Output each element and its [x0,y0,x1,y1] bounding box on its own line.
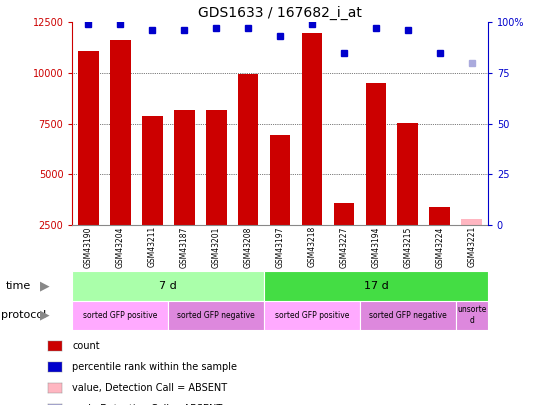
Bar [174,110,195,225]
Text: sorted GFP positive: sorted GFP positive [275,311,349,320]
Bar [333,202,354,225]
Bar [360,301,456,330]
Text: value, Detection Call = ABSENT: value, Detection Call = ABSENT [72,383,227,393]
Bar [238,74,258,225]
Text: rank, Detection Call = ABSENT: rank, Detection Call = ABSENT [72,404,222,405]
Text: percentile rank within the sample: percentile rank within the sample [72,362,237,372]
Bar [456,301,488,330]
Text: protocol: protocol [1,310,46,320]
Text: sorted GFP negative: sorted GFP negative [177,311,255,320]
Text: 7 d: 7 d [159,281,177,291]
Bar [264,271,488,301]
Bar [366,83,386,225]
Text: count: count [72,341,100,351]
Bar [142,117,162,225]
Title: GDS1633 / 167682_i_at: GDS1633 / 167682_i_at [198,6,362,20]
Text: sorted GFP positive: sorted GFP positive [83,311,158,320]
Bar [168,301,264,330]
Text: unsorte
d: unsorte d [457,305,487,325]
Bar [72,301,168,330]
Text: ▶: ▶ [40,279,50,292]
Bar [429,207,450,225]
Bar [110,40,131,225]
Bar [302,33,322,225]
Text: time: time [5,281,31,291]
Bar [264,301,360,330]
Bar [270,134,291,225]
Text: 17 d: 17 d [363,281,388,291]
Bar [461,219,482,225]
Bar [206,110,227,225]
Bar [72,271,264,301]
Bar [78,51,99,225]
Text: sorted GFP negative: sorted GFP negative [369,311,446,320]
Text: ▶: ▶ [40,309,50,322]
Bar [398,122,418,225]
